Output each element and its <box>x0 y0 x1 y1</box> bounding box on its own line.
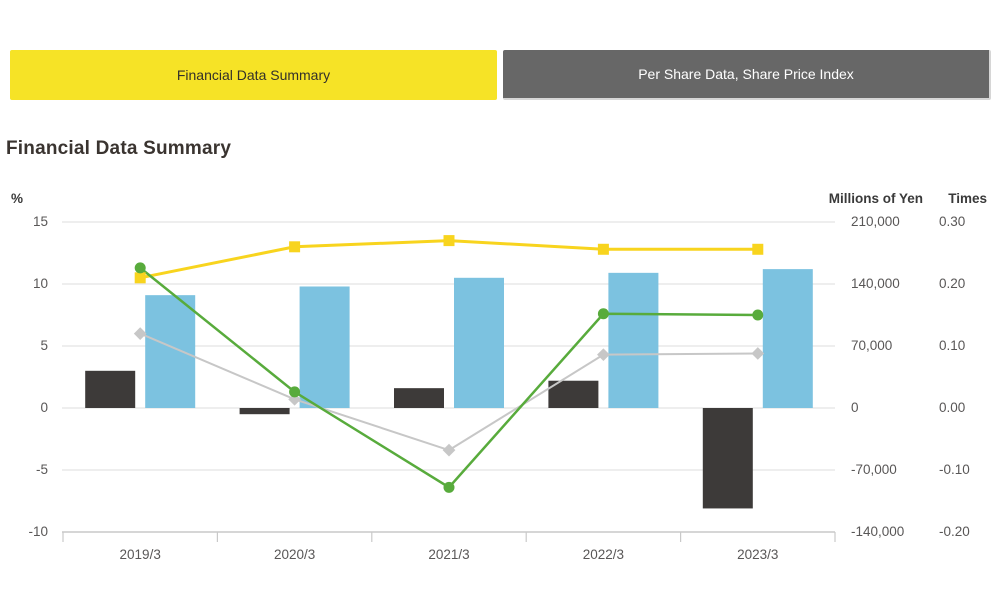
times-axis-tick-label: -0.10 <box>939 462 970 477</box>
x-axis-label: 2023/3 <box>737 547 779 562</box>
pct-axis-tick-label: 0 <box>40 400 48 415</box>
active-tab-pointer-icon <box>236 50 272 67</box>
pct-axis-tick-label: 10 <box>32 276 48 291</box>
yen-axis-tick-label: 0 <box>851 400 859 415</box>
tab-per-share-data-label: Per Share Data, Share Price Index <box>638 66 854 82</box>
pct-axis-tick-label: 5 <box>40 338 48 353</box>
times-axis-tick-label: 0.00 <box>939 400 966 415</box>
times-axis-tick-label: -0.20 <box>939 524 970 539</box>
pct-axis-tick-label: -5 <box>35 462 48 477</box>
yen-axis-tick-label: -70,000 <box>851 462 897 477</box>
tab-financial-data-summary-label: Financial Data Summary <box>176 67 331 83</box>
x-axis-label: 2022/3 <box>582 547 625 562</box>
times-axis-tick-label: 0.30 <box>939 214 966 229</box>
yen-axis-tick-label: 210,000 <box>851 214 900 229</box>
left-axis-unit-label: % <box>11 191 24 206</box>
x-axis-label: 2021/3 <box>428 547 470 562</box>
page-title: Financial Data Summary <box>6 138 232 159</box>
yen-axis-tick-label: 70,000 <box>851 338 893 353</box>
x-axis-label: 2019/3 <box>119 547 161 562</box>
yen-axis-unit-label: Millions of Yen <box>828 191 923 206</box>
times-axis-unit-label: Times <box>948 191 987 206</box>
pct-axis-tick-label: 15 <box>32 214 48 229</box>
x-axis-label: 2020/3 <box>273 547 316 562</box>
yen-axis-tick-label: -140,000 <box>851 524 905 539</box>
pct-axis-tick-label: -10 <box>28 524 48 539</box>
yen-axis-tick-label: 140,000 <box>851 276 900 291</box>
times-axis-tick-label: 0.10 <box>939 338 966 353</box>
tab-per-share-data[interactable]: Per Share Data, Share Price Index <box>503 50 991 100</box>
times-axis-tick-label: 0.20 <box>939 276 966 291</box>
